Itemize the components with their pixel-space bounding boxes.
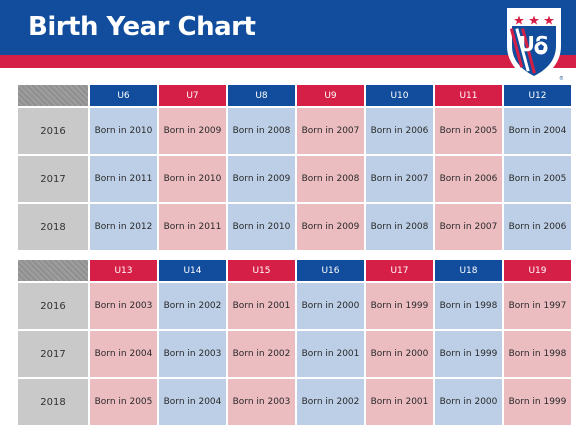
table-cell: Born in 2007	[366, 156, 433, 202]
column-header-u17: U17	[366, 260, 433, 281]
table-cell: Born in 2010	[228, 204, 295, 250]
table-cell: Born in 2003	[228, 379, 295, 425]
header-red-stripe	[0, 55, 576, 68]
table-cell: Born in 2008	[228, 108, 295, 154]
column-header-u7: U7	[159, 85, 226, 106]
table-cell: Born in 2001	[228, 283, 295, 329]
table-cell: Born in 2012	[90, 204, 157, 250]
table-cell: Born in 2006	[504, 204, 571, 250]
table-cell: Born in 2004	[504, 108, 571, 154]
row-year-label: 2017	[18, 156, 88, 202]
table-cell: Born in 2005	[435, 108, 502, 154]
table-cell: Born in 2004	[159, 379, 226, 425]
table-cell: Born in 2000	[435, 379, 502, 425]
svg-text:®: ®	[559, 75, 563, 82]
us-soccer-crest-icon: US ®	[507, 8, 563, 82]
table-cell: Born in 2009	[159, 108, 226, 154]
column-header-u15: U15	[228, 260, 295, 281]
table-cell: Born in 2008	[297, 156, 364, 202]
table-cell: Born in 2005	[504, 156, 571, 202]
table-cell: Born in 1999	[435, 331, 502, 377]
column-header-u9: U9	[297, 85, 364, 106]
table-cell: Born in 1998	[504, 331, 571, 377]
column-header-u13: U13	[90, 260, 157, 281]
column-header-u10: U10	[366, 85, 433, 106]
table-cell: Born in 2004	[90, 331, 157, 377]
table-cell: Born in 2008	[366, 204, 433, 250]
table-cell: Born in 2006	[366, 108, 433, 154]
header-bar: Birth Year Chart	[0, 0, 576, 55]
column-header-u19: U19	[504, 260, 571, 281]
page-title: Birth Year Chart	[28, 12, 256, 42]
row-year-label: 2018	[18, 379, 88, 425]
row-year-label: 2018	[18, 204, 88, 250]
table-cell: Born in 2005	[90, 379, 157, 425]
column-header-u12: U12	[504, 85, 571, 106]
table-cell: Born in 1998	[435, 283, 502, 329]
table-cell: Born in 2010	[90, 108, 157, 154]
row-year-label: 2016	[18, 108, 88, 154]
column-header-u8: U8	[228, 85, 295, 106]
table-cell: Born in 1999	[366, 283, 433, 329]
column-header-u18: U18	[435, 260, 502, 281]
table-cell: Born in 2002	[297, 379, 364, 425]
row-year-label: 2016	[18, 283, 88, 329]
table-cell: Born in 2007	[297, 108, 364, 154]
table-corner-header	[18, 85, 88, 106]
table-cell: Born in 2007	[435, 204, 502, 250]
row-year-label: 2017	[18, 331, 88, 377]
table-corner-header	[18, 260, 88, 281]
column-header-u14: U14	[159, 260, 226, 281]
table-cell: Born in 2003	[159, 331, 226, 377]
column-header-u11: U11	[435, 85, 502, 106]
column-header-u16: U16	[297, 260, 364, 281]
table-cell: Born in 2002	[159, 283, 226, 329]
table-cell: Born in 2000	[297, 283, 364, 329]
table-cell: Born in 2011	[90, 156, 157, 202]
table-cell: Born in 2010	[159, 156, 226, 202]
table-cell: Born in 2002	[228, 331, 295, 377]
birth-year-table-2: U13 U14 U15 U16 U17 U18 U19 2016 Born in 2003 Bor…	[18, 260, 571, 425]
table-cell: Born in 2009	[228, 156, 295, 202]
table-cell: Born in 2003	[90, 283, 157, 329]
table-cell: Born in 1999	[504, 379, 571, 425]
birth-year-table-1: U6 U7 U8 U9 U10 U11 U12 2016 Born in 2010 Born in…	[18, 85, 571, 250]
table-cell: Born in 2001	[297, 331, 364, 377]
table-cell: Born in 2000	[366, 331, 433, 377]
table-cell: Born in 1997	[504, 283, 571, 329]
table-cell: Born in 2009	[297, 204, 364, 250]
table-cell: Born in 2011	[159, 204, 226, 250]
column-header-u6: U6	[90, 85, 157, 106]
table-cell: Born in 2006	[435, 156, 502, 202]
table-cell: Born in 2001	[366, 379, 433, 425]
